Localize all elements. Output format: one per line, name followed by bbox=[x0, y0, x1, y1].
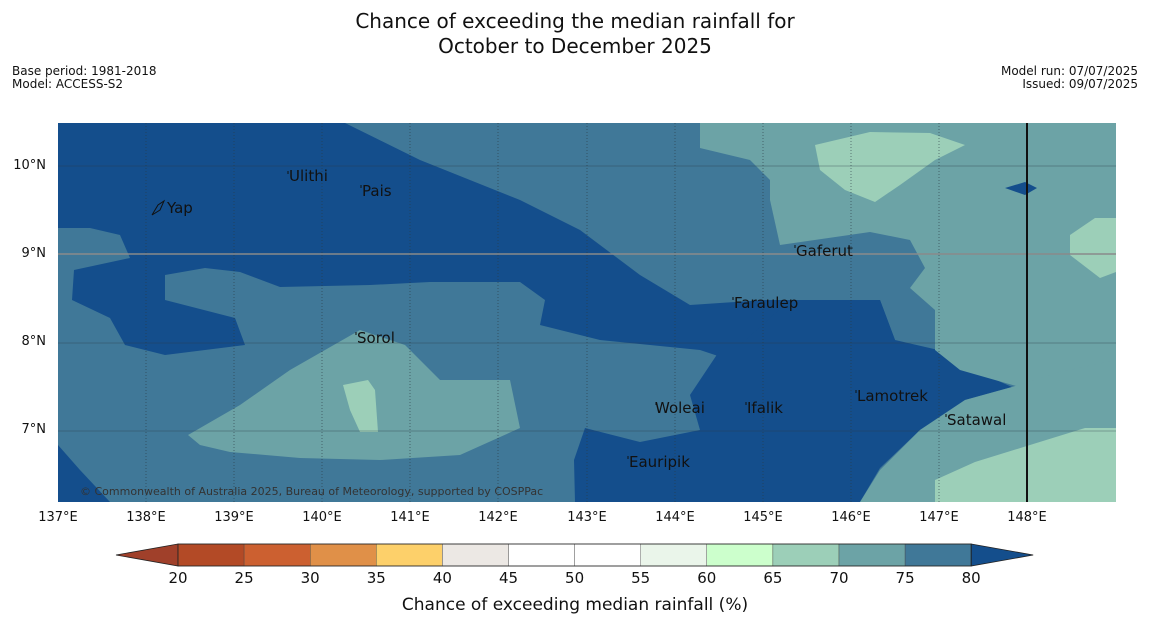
lon-label-148e: 148°E bbox=[1007, 510, 1047, 525]
lon-label-147e: 147°E bbox=[919, 510, 959, 525]
lon-label-141e: 141°E bbox=[390, 510, 430, 525]
lat-label-10n: 10°N bbox=[13, 158, 46, 173]
lon-label-137e: 137°E bbox=[38, 510, 78, 525]
colorbar-tick-label: 40 bbox=[432, 569, 452, 587]
colorbar-segment bbox=[310, 543, 377, 567]
lon-label-142e: 142°E bbox=[478, 510, 518, 525]
colorbar-tick-label: 20 bbox=[168, 569, 188, 587]
colorbar-tick-label: 70 bbox=[829, 569, 849, 587]
region-over-80-southwest bbox=[58, 445, 110, 502]
colorbar-segment bbox=[772, 543, 840, 567]
meta-left: Base period: 1981-2018 Model: ACCESS-S2 bbox=[12, 65, 157, 91]
map-title: Chance of exceeding the median rainfall … bbox=[0, 9, 1150, 59]
colorbar-segment bbox=[904, 543, 972, 567]
colorbar-tick-label: 60 bbox=[697, 569, 717, 587]
place-satawal: Satawal bbox=[947, 411, 1007, 429]
model-name: Model: ACCESS-S2 bbox=[12, 77, 124, 91]
region-65-70-northeast bbox=[700, 123, 1116, 400]
colorbar bbox=[115, 543, 1034, 567]
island-marks bbox=[151, 171, 947, 459]
place-lamotrek: Lamotrek bbox=[857, 387, 928, 405]
place-ifalik: Ifalik bbox=[747, 399, 783, 417]
lon-label-143e: 143°E bbox=[567, 510, 607, 525]
place-faraulep: Faraulep bbox=[734, 294, 799, 312]
lat-label-9n: 9°N bbox=[21, 246, 47, 261]
place-ulithi: Ulithi bbox=[289, 167, 328, 185]
colorbar-tick-label: 75 bbox=[895, 569, 915, 587]
colorbar-segment bbox=[574, 543, 641, 567]
colorbar-tick-label: 55 bbox=[631, 569, 651, 587]
region-60-65-east bbox=[1070, 218, 1116, 278]
region-60-65-southeast bbox=[935, 428, 1116, 502]
region-60-65-north bbox=[815, 132, 965, 202]
lon-label-146e: 146°E bbox=[831, 510, 871, 525]
issued-date: Issued: 09/07/2025 bbox=[1022, 77, 1138, 91]
colorbar-segment bbox=[376, 543, 443, 567]
place-pais: Pais bbox=[362, 182, 392, 200]
place-yap: Yap bbox=[167, 199, 193, 217]
lon-label-145e: 145°E bbox=[743, 510, 783, 525]
region-over-80-northwest bbox=[58, 123, 895, 395]
lon-label-144e: 144°E bbox=[655, 510, 695, 525]
region-over-80-small bbox=[1005, 182, 1037, 195]
colorbar-frame bbox=[177, 543, 972, 567]
base-period: Base period: 1981-2018 bbox=[12, 64, 157, 78]
region-60-65-central bbox=[343, 380, 378, 432]
gridlines bbox=[145, 123, 940, 502]
colorbar-over-arrow bbox=[970, 543, 1034, 567]
colorbar-segment bbox=[640, 543, 708, 567]
colorbar-segment bbox=[243, 543, 311, 567]
colorbar-under-arrow bbox=[115, 543, 179, 567]
colorbar-tick-label: 50 bbox=[565, 569, 585, 587]
place-gaferut: Gaferut bbox=[796, 242, 853, 260]
colorbar-tick-label: 45 bbox=[498, 569, 519, 587]
colorbar-segment bbox=[838, 543, 906, 567]
lon-label-138e: 138°E bbox=[126, 510, 166, 525]
lat-label-7n: 7°N bbox=[21, 422, 47, 437]
place-eauripik: Eauripik bbox=[629, 453, 690, 471]
region-over-80-south bbox=[574, 300, 1012, 502]
colorbar-tick-label: 30 bbox=[300, 569, 320, 587]
place-woleai: Woleai bbox=[655, 399, 705, 417]
colorbar-tick-label: 35 bbox=[366, 569, 386, 587]
place-sorol: Sorol bbox=[357, 329, 395, 347]
lon-label-140e: 140°E bbox=[302, 510, 342, 525]
colorbar-tick-label: 25 bbox=[234, 569, 254, 587]
meta-right: Model run: 07/07/2025 Issued: 09/07/2025 bbox=[1001, 65, 1138, 91]
lat-label-8n: 8°N bbox=[21, 334, 47, 349]
colorbar-segment bbox=[508, 543, 575, 567]
model-run: Model run: 07/07/2025 bbox=[1000, 64, 1138, 78]
colorbar-segment bbox=[177, 543, 245, 567]
title-line-2: October to December 2025 bbox=[438, 34, 712, 58]
colorbar-segment bbox=[706, 543, 774, 567]
title-line-1: Chance of exceeding the median rainfall … bbox=[355, 9, 795, 33]
lon-label-139e: 139°E bbox=[214, 510, 254, 525]
colorbar-label: Chance of exceeding median rainfall (%) bbox=[401, 595, 749, 615]
colorbar-tick-label: 65 bbox=[763, 569, 783, 587]
copyright-notice: © Commonwealth of Australia 2025, Bureau… bbox=[80, 485, 544, 498]
lat-gridlines bbox=[58, 165, 1116, 432]
colorbar-segment bbox=[442, 543, 509, 567]
colorbar-tick-label: 80 bbox=[961, 569, 981, 587]
